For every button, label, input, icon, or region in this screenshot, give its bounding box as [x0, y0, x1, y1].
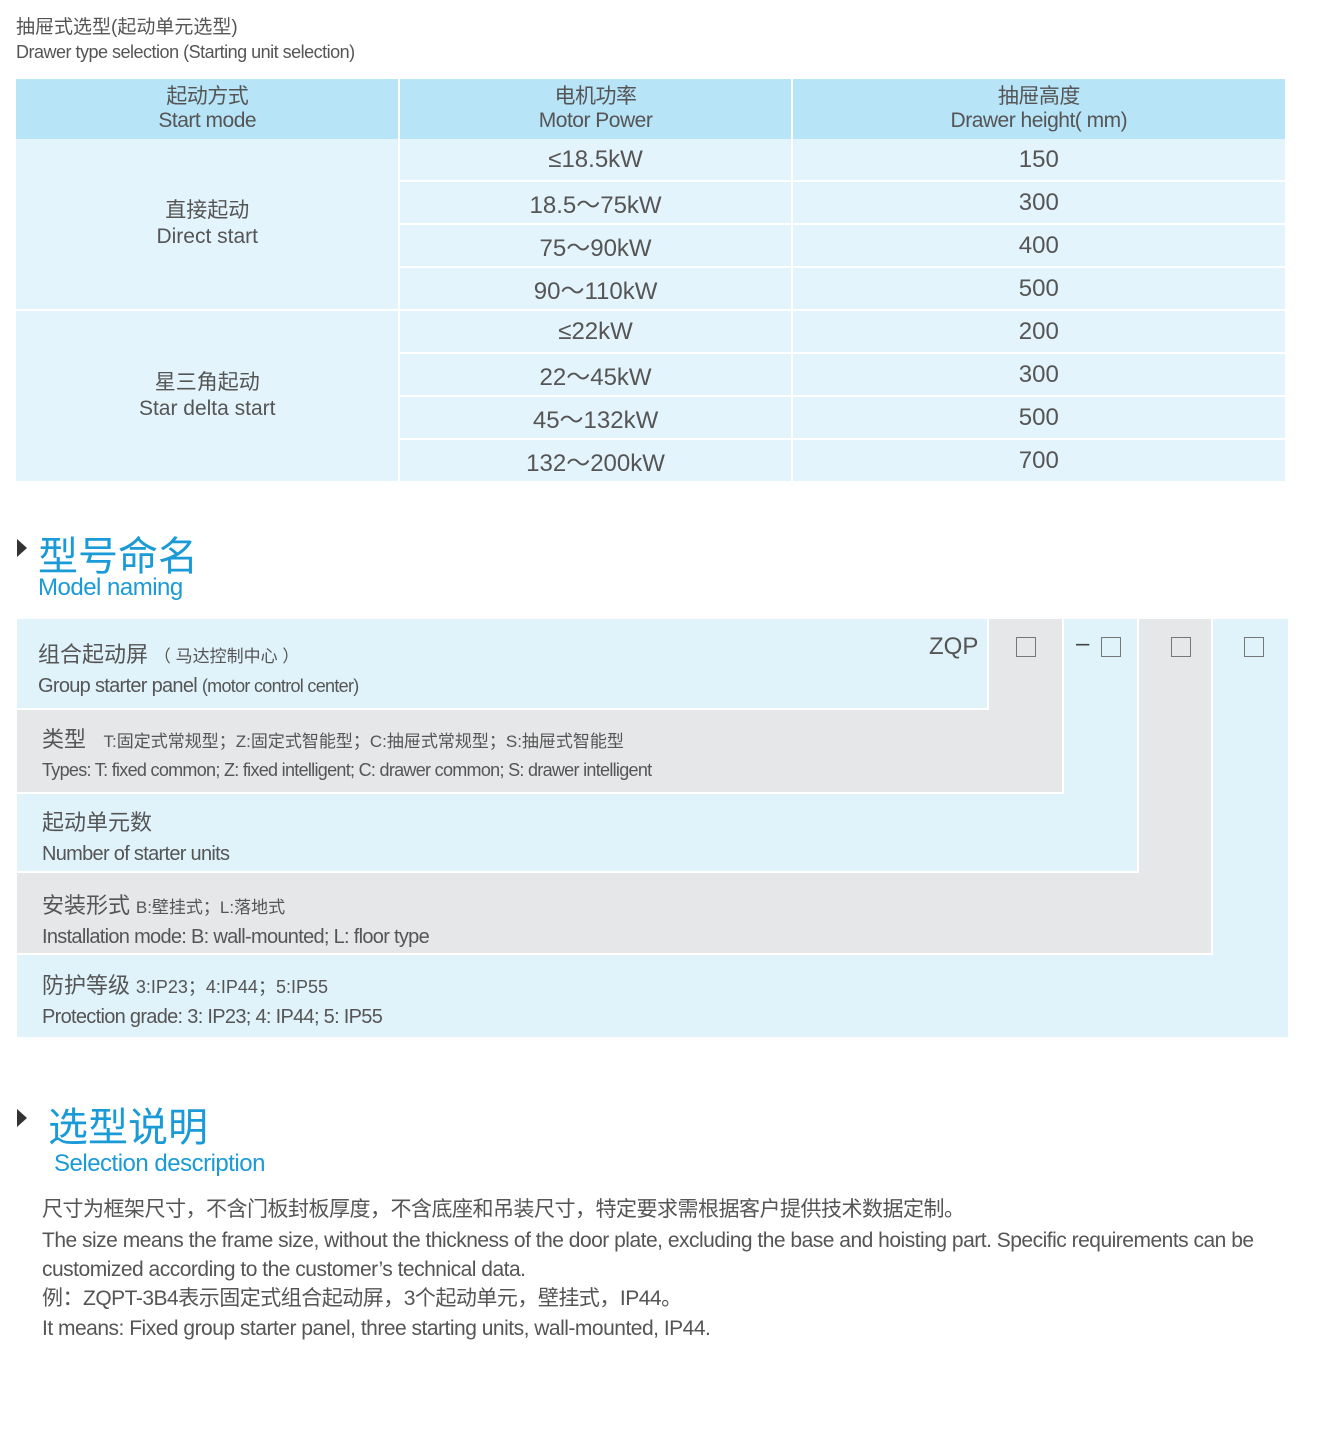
table-row: 90～110kW 500: [16, 267, 1285, 311]
motor-power-cell: 18.5～75kW: [399, 181, 793, 225]
motor-power-cell: ≤22kW: [399, 310, 793, 354]
table-row: 22～45kW 300: [16, 353, 1285, 397]
install-box-icon: [1171, 637, 1191, 657]
row-panel: 组合起动屏 （ 马达控制中心 ） Group starter panel (mo…: [38, 642, 359, 697]
drawer-height-cell: 300: [791, 353, 1285, 397]
start-mode-cell: 直接起动 Direct start: [16, 139, 401, 311]
desc-line: 尺寸为框架尺寸，不含门板封板厚度，不含底座和吊装尺寸，特定要求需根据客户提供技术…: [42, 1198, 965, 1221]
drawer-selection-table: 起动方式 Start mode 电机功率 Motor Power 抽屉高度 Drawe…: [16, 79, 1285, 483]
header-drawer-height: 抽屉高度 Drawer height( mm): [791, 79, 1285, 139]
motor-power-cell: ≤18.5kW: [399, 139, 793, 182]
type-box-icon: [1016, 637, 1036, 657]
table-row: 直接起动 Direct start ≤18.5kW 150: [16, 139, 1285, 311]
row-units: 起动单元数 Number of starter units: [42, 810, 230, 865]
protection-box-icon: [1244, 637, 1264, 657]
start-mode-cell: 星三角起动 Star delta start: [16, 310, 401, 483]
table-row: 75～90kW 400: [16, 224, 1285, 268]
desc-line: 例：ZQPT-3B4表示固定式组合起动屏，3个起动单元，壁挂式，IP44。: [42, 1286, 682, 1310]
header-motor-power: 电机功率 Motor Power: [399, 79, 793, 139]
code-prefix: ZQP: [929, 633, 979, 660]
section-arrow-icon: [17, 539, 27, 557]
motor-power-cell: 132～200kW: [399, 439, 793, 483]
drawer-height-cell: 400: [791, 224, 1285, 268]
desc-line: The size means the frame size, without t…: [42, 1228, 1254, 1281]
units-box-icon: [1101, 637, 1121, 657]
drawer-height-cell: 500: [791, 267, 1285, 311]
section-subtitle-selection: Selection description: [54, 1150, 265, 1177]
layer-panel: [17, 619, 989, 710]
section-title-selection: 选型说明: [48, 1106, 208, 1150]
section-title-model-naming: 型号命名: [38, 535, 198, 579]
motor-power-cell: 22～45kW: [399, 353, 793, 397]
dash: –: [1076, 630, 1090, 657]
table-row: 星三角起动 Star delta start ≤22kW 200: [16, 310, 1285, 483]
row-protection: 防护等级 3:IP23；4:IP44；5:IP55 Protection gra…: [42, 973, 383, 1028]
motor-power-cell: 45～132kW: [399, 396, 793, 440]
selection-description: 尺寸为框架尺寸，不含门板封板厚度，不含底座和吊装尺寸，特定要求需根据客户提供技术…: [42, 1195, 1292, 1345]
header-start-mode: 起动方式 Start mode: [16, 79, 401, 139]
section-arrow-icon: [17, 1109, 27, 1127]
desc-line: It means: Fixed group starter panel, thr…: [42, 1317, 711, 1340]
caption-en: Drawer type selection (Starting unit sel…: [16, 42, 355, 62]
drawer-height-cell: 200: [791, 310, 1285, 354]
caption-cn: 抽屉式选型(起动单元选型): [16, 17, 238, 38]
row-installation: 安装形式 B:壁挂式；L:落地式 Installation mode: B: w…: [42, 893, 430, 948]
motor-power-cell: 75～90kW: [399, 224, 793, 268]
section-subtitle-model-naming: Model naming: [38, 574, 183, 601]
drawer-height-cell: 150: [791, 139, 1285, 182]
table-row: 45～132kW 500: [16, 396, 1285, 440]
row-types: 类型 T:固定式常规型；Z:固定式智能型；C:抽屉式常规型；S:抽屉式智能型 T…: [42, 727, 652, 780]
table-row: 18.5～75kW 300: [16, 181, 1285, 225]
drawer-height-cell: 700: [791, 439, 1285, 483]
drawer-height-cell: 300: [791, 181, 1285, 225]
table-row: 132～200kW 700: [16, 439, 1285, 483]
motor-power-cell: 90～110kW: [399, 267, 793, 311]
drawer-height-cell: 500: [791, 396, 1285, 440]
